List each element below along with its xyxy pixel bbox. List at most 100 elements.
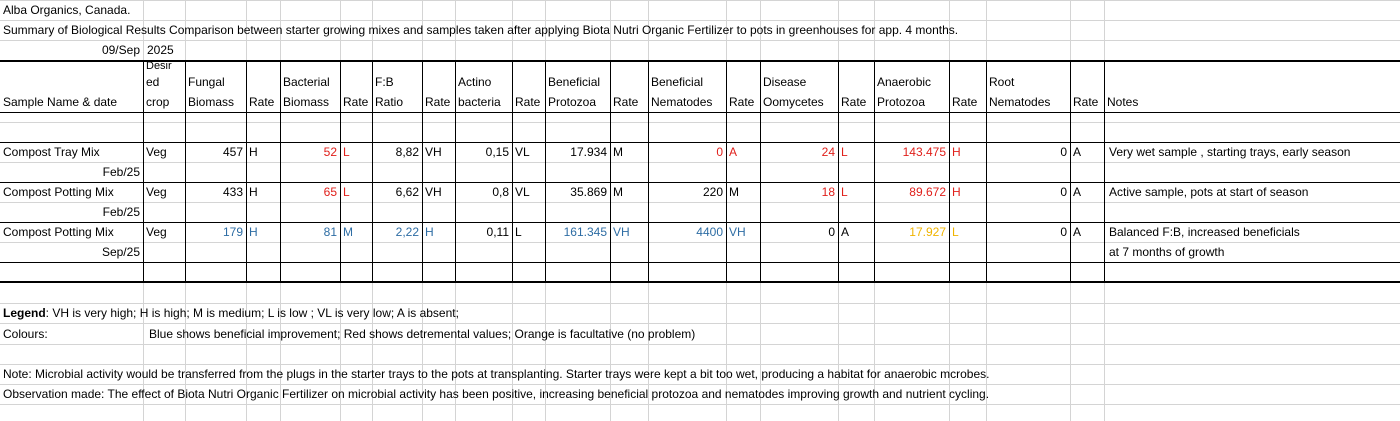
- row2-anaerobic-rate: H: [952, 185, 961, 199]
- header-nematodes-line1: Beneficial: [651, 75, 704, 89]
- col-border: [1104, 60, 1105, 282]
- header-root-line1: Root: [989, 75, 1015, 89]
- row2-bacterial-rate: L: [343, 185, 350, 199]
- row1-root: 0: [1060, 145, 1067, 159]
- row2-notes: Active sample, pots at start of season: [1109, 185, 1309, 199]
- table-border-top: [0, 60, 1400, 62]
- col-border: [760, 60, 761, 282]
- row3-notes-continued: at 7 months of growth: [1109, 245, 1225, 259]
- row2-fb: 6,62: [395, 185, 419, 199]
- col-border: [512, 60, 513, 282]
- row2-nematodes: 220: [702, 185, 723, 199]
- header-rate: Rate: [343, 95, 369, 109]
- header-anaerobic-line2: Protozoa: [877, 95, 926, 109]
- col-border: [422, 60, 423, 282]
- grid-line: [0, 303, 1400, 304]
- row3-bacterial: 81: [323, 225, 337, 239]
- header-rate: Rate: [515, 95, 541, 109]
- colours-text: Blue shows beneficial improvement; Red s…: [149, 327, 696, 341]
- grid-line: [0, 323, 1400, 324]
- header-oomycetes-line2: Oomycetes: [763, 95, 824, 109]
- col-border: [455, 60, 456, 282]
- col-border: [648, 60, 649, 282]
- header-anaerobic-line1: Anaerobic: [877, 75, 932, 89]
- row2-root: 0: [1060, 185, 1067, 199]
- grid-line: [0, 344, 1400, 345]
- row3-fungal: 179: [222, 225, 243, 239]
- col-border: [185, 60, 186, 282]
- row2-fungal: 433: [222, 185, 243, 199]
- row1-actino-rate: VL: [515, 145, 530, 159]
- header-crop-line1: Desir: [146, 61, 172, 70]
- row2-sample-date: Feb/25: [102, 205, 140, 219]
- row3-bacterial-rate: M: [343, 225, 353, 239]
- summary-text: Summary of Biological Results Comparison…: [3, 23, 959, 37]
- company-title: Alba Organics, Canada.: [3, 3, 131, 17]
- row2-bacterial: 65: [323, 185, 337, 199]
- row2-sample-name: Compost Potting Mix: [3, 185, 114, 199]
- row2-oomycetes-rate: L: [841, 185, 848, 199]
- row3-root: 0: [1060, 225, 1067, 239]
- header-fb-line2: Ratio: [375, 95, 404, 109]
- report-date-day: 09/Sep: [101, 43, 140, 57]
- col-border: [246, 60, 247, 282]
- row3-nematodes-rate: VH: [729, 225, 746, 239]
- row3-notes: Balanced F:B, increased beneficials: [1109, 225, 1300, 239]
- report-date-year: 2025: [147, 43, 174, 57]
- header-crop-line3: crop: [146, 95, 170, 109]
- colours-label: Colours:: [3, 327, 48, 341]
- grid-line: [0, 122, 1400, 123]
- header-nematodes-line2: Nematodes: [651, 95, 713, 109]
- col-border: [1070, 60, 1071, 282]
- header-rate: Rate: [613, 95, 639, 109]
- header-sample: Sample Name & date: [3, 95, 118, 109]
- row1-oomycetes-rate: L: [841, 145, 848, 159]
- grid-line: [0, 364, 1400, 365]
- row2-fungal-rate: H: [249, 185, 258, 199]
- legend: Legend: VH is very high; H is high; M is…: [3, 306, 459, 320]
- header-actino-line2: bacteria: [458, 95, 501, 109]
- header-notes: Notes: [1107, 95, 1139, 109]
- row1-nematodes: 0: [716, 145, 723, 159]
- row-border: [0, 142, 1400, 143]
- header-rate: Rate: [249, 95, 275, 109]
- row1-oomycetes: 24: [821, 145, 835, 159]
- legend-label: Legend: [3, 306, 46, 320]
- row3-fb: 2,22: [395, 225, 419, 239]
- row2-protozoa: 35.869: [570, 185, 607, 199]
- header-crop-line2: ed: [146, 75, 160, 89]
- col-border: [726, 60, 727, 282]
- row3-actino: 0,11: [486, 225, 509, 239]
- row3-fb-rate: H: [425, 225, 434, 239]
- header-rate: Rate: [1073, 95, 1099, 109]
- row1-fb: 8,82: [395, 145, 419, 159]
- header-rate: Rate: [841, 95, 867, 109]
- row2-actino-rate: VL: [515, 185, 530, 199]
- header-protozoa-line2: Protozoa: [548, 95, 597, 109]
- row3-oomycetes: 0: [828, 225, 835, 239]
- row1-root-rate: A: [1073, 145, 1082, 159]
- row3-sample-name: Compost Potting Mix: [3, 225, 114, 239]
- grid-line: [0, 202, 1400, 203]
- header-fungal-line2: Biomass: [188, 95, 235, 109]
- row2-nematodes-rate: M: [729, 185, 739, 199]
- grid-line: [0, 404, 1400, 405]
- row2-root-rate: A: [1073, 185, 1082, 199]
- header-bacterial-line2: Biomass: [283, 95, 330, 109]
- note-text: Note: Microbial activity would be transf…: [3, 367, 990, 381]
- row3-anaerobic: 17.927: [909, 225, 946, 239]
- table-border-bottom: [0, 281, 1400, 283]
- row1-anaerobic: 143.475: [902, 145, 946, 159]
- grid-line: [0, 162, 1400, 163]
- row3-actino-rate: L: [515, 225, 522, 239]
- row1-bacterial-rate: L: [343, 145, 350, 159]
- row1-anaerobic-rate: H: [952, 145, 961, 159]
- row3-oomycetes-rate: A: [841, 225, 850, 239]
- row3-sample-date: Sep/25: [101, 245, 140, 259]
- row3-anaerobic-rate: L: [952, 225, 959, 239]
- row-border: [0, 262, 1400, 263]
- legend-text: : VH is very high; H is high; M is mediu…: [45, 306, 459, 320]
- row1-fungal: 457: [222, 145, 243, 159]
- col-border: [610, 60, 611, 282]
